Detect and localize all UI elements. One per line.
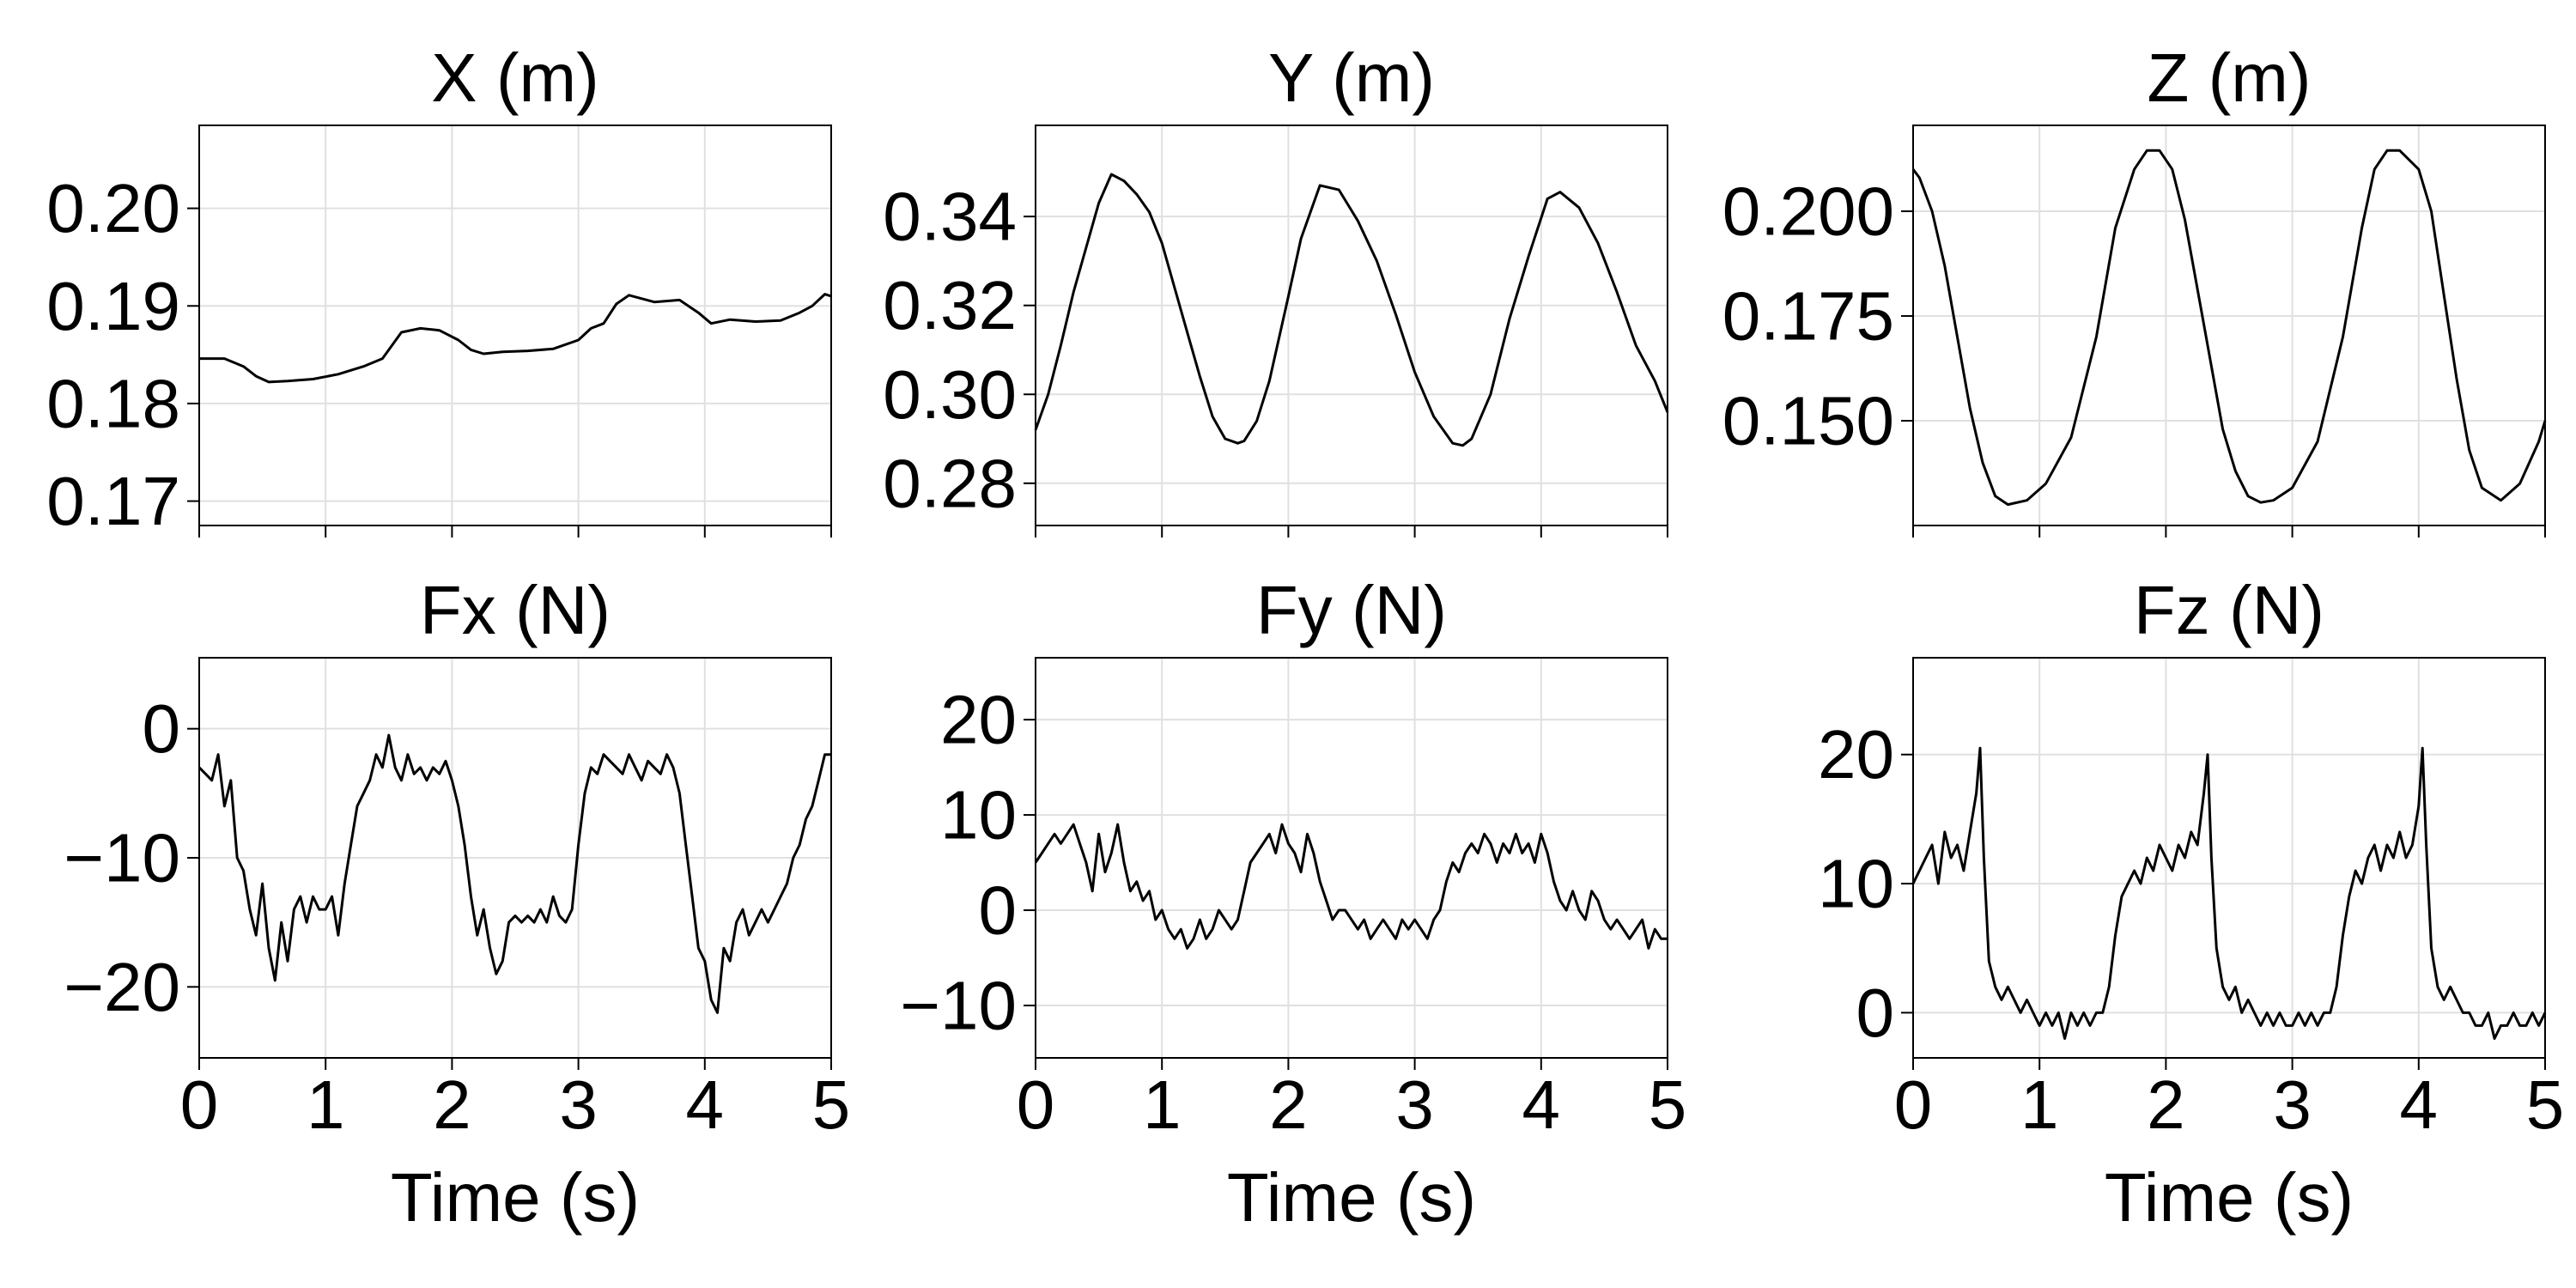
y-tick-label: 10 bbox=[1818, 846, 1894, 922]
y-tick-label: 0.150 bbox=[1722, 383, 1894, 459]
series-line bbox=[199, 293, 832, 384]
y-tick-label: 0.28 bbox=[883, 445, 1017, 521]
x-tick-label: 2 bbox=[433, 1066, 471, 1143]
y-tick-label: 20 bbox=[1818, 716, 1894, 793]
x-tick-label: 0 bbox=[1017, 1066, 1055, 1143]
plot-frame bbox=[1035, 657, 1668, 1059]
y-tick-label: 20 bbox=[940, 682, 1017, 758]
panel-z: 0.150 0.175 0.200 Z (m) bbox=[1722, 39, 2547, 538]
panel-title: Z (m) bbox=[2147, 39, 2311, 116]
y-tick-label: 0.19 bbox=[46, 268, 180, 344]
x-tick-label: 1 bbox=[2020, 1066, 2059, 1143]
y-tick-label: 0 bbox=[143, 690, 181, 767]
y-tick-label: 0.17 bbox=[46, 463, 180, 539]
x-tick-label: 2 bbox=[1269, 1066, 1308, 1143]
x-tick-label: 4 bbox=[686, 1066, 725, 1143]
y-tick-label: −10 bbox=[64, 820, 180, 896]
series-line bbox=[197, 733, 831, 1014]
x-tick-label: 2 bbox=[2147, 1066, 2185, 1143]
y-tick-label: −10 bbox=[900, 967, 1017, 1043]
y-tick-label: 0.30 bbox=[883, 356, 1017, 433]
y-tick-label: 0 bbox=[1856, 975, 1895, 1051]
x-tick-label: 3 bbox=[1395, 1066, 1434, 1143]
plot-frame bbox=[198, 125, 832, 526]
x-tick-label: 5 bbox=[1649, 1066, 1687, 1143]
series-line bbox=[1911, 746, 2547, 1040]
panel-title: X (m) bbox=[431, 39, 599, 116]
panel-title: Fz (N) bbox=[2134, 572, 2324, 648]
x-axis-label: Time (s) bbox=[1227, 1159, 1476, 1236]
panel-fx: −20 −10 0 0 1 2 3 4 5 Fx (N) Time (s) bbox=[64, 572, 850, 1236]
x-tick-label: 3 bbox=[2273, 1066, 2312, 1143]
series-line bbox=[1911, 149, 2547, 507]
panel-title: Y (m) bbox=[1268, 39, 1435, 116]
x-tick-label: 0 bbox=[180, 1066, 219, 1143]
x-tick-label: 0 bbox=[1894, 1066, 1933, 1143]
x-tick-label: 1 bbox=[1143, 1066, 1182, 1143]
plot-frame bbox=[1035, 125, 1668, 526]
y-tick-label: 0.200 bbox=[1722, 173, 1894, 250]
x-tick-label: 5 bbox=[2526, 1066, 2565, 1143]
y-tick-label: 0.34 bbox=[883, 179, 1017, 255]
panel-fz: 0 10 20 0 1 2 3 4 5 Fz (N) Time (s) bbox=[1818, 572, 2564, 1236]
x-tick-label: 1 bbox=[307, 1066, 345, 1143]
y-tick-label: −20 bbox=[64, 949, 180, 1025]
x-tick-label: 3 bbox=[559, 1066, 598, 1143]
y-tick-label: 0 bbox=[979, 872, 1018, 949]
y-tick-label: 0.175 bbox=[1722, 278, 1894, 355]
series-line bbox=[1034, 823, 1668, 950]
series-line bbox=[1034, 173, 1669, 447]
y-tick-label: 0.32 bbox=[883, 267, 1017, 343]
x-tick-label: 4 bbox=[2400, 1066, 2439, 1143]
x-axis-label: Time (s) bbox=[391, 1159, 640, 1236]
y-tick-label: 0.20 bbox=[46, 170, 180, 246]
plot-frame bbox=[1912, 125, 2546, 526]
plot-frame bbox=[1912, 657, 2546, 1059]
x-tick-label: 5 bbox=[812, 1066, 851, 1143]
y-tick-label: 0.18 bbox=[46, 365, 180, 441]
panel-x: 0.17 0.18 0.19 0.20 X (m) bbox=[46, 39, 832, 539]
panel-title: Fx (N) bbox=[420, 572, 611, 648]
panel-title: Fy (N) bbox=[1256, 572, 1447, 648]
x-tick-label: 4 bbox=[1522, 1066, 1561, 1143]
panel-y: 0.28 0.30 0.32 0.34 Y (m) bbox=[883, 39, 1669, 538]
x-axis-label: Time (s) bbox=[2105, 1159, 2354, 1236]
y-tick-label: 10 bbox=[940, 777, 1017, 854]
